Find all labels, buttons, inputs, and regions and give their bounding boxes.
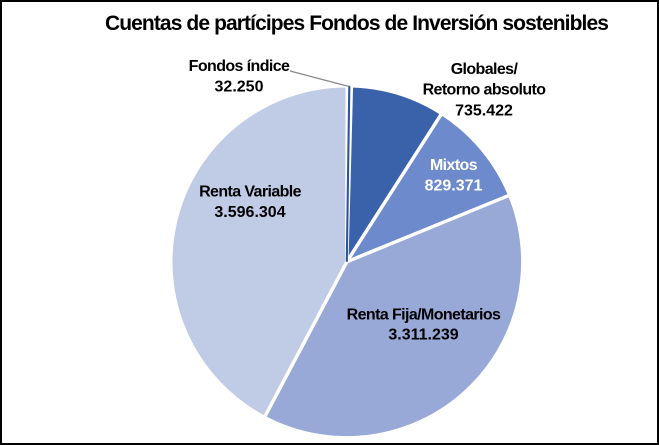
svg-text:32.250: 32.250 <box>215 79 264 96</box>
svg-text:Globales/: Globales/ <box>451 61 519 78</box>
svg-text:Renta Fija/Monetarios: Renta Fija/Monetarios <box>347 307 501 324</box>
svg-text:Cuentas de partícipes Fondos d: Cuentas de partícipes Fondos de Inversió… <box>105 12 608 35</box>
svg-text:3.596.304: 3.596.304 <box>214 204 285 221</box>
svg-text:Renta Variable: Renta Variable <box>199 184 302 201</box>
svg-text:Mixtos: Mixtos <box>430 157 478 174</box>
svg-text:Fondos índice: Fondos índice <box>189 58 290 75</box>
svg-text:3.311.239: 3.311.239 <box>388 327 458 344</box>
svg-text:Retorno absoluto: Retorno absoluto <box>423 82 547 99</box>
svg-text:735.422: 735.422 <box>455 103 513 120</box>
svg-text:829.371: 829.371 <box>425 178 483 195</box>
